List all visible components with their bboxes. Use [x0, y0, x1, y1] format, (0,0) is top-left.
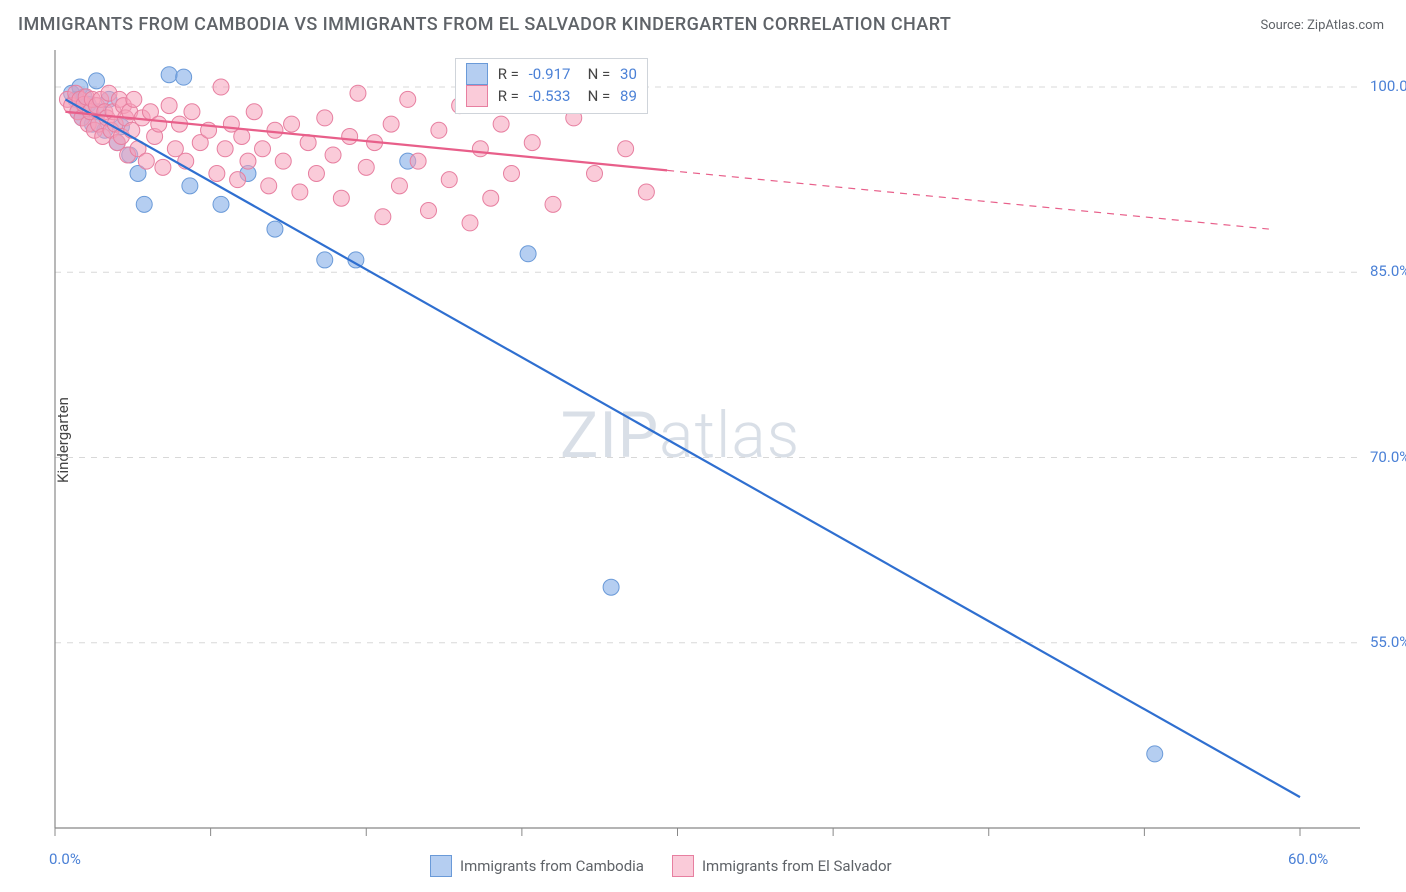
series-legend-item: Immigrants from Cambodia: [430, 855, 644, 877]
y-tick-label: 70.0%: [1370, 448, 1406, 466]
stats-legend-row: R = -0.533 N = 89: [466, 85, 637, 107]
legend-R-label: R =: [494, 65, 523, 83]
legend-N-label: N =: [576, 87, 614, 105]
legend-N-label: N =: [576, 65, 614, 83]
x-tick-label: 0.0%: [49, 850, 81, 868]
legend-R-value: -0.917: [529, 65, 571, 83]
series-legend-item: Immigrants from El Salvador: [672, 855, 892, 877]
y-tick-label: 85.0%: [1370, 262, 1406, 280]
legend-N-value: 30: [620, 65, 637, 83]
legend-R-value: -0.533: [529, 87, 571, 105]
legend-swatch: [672, 855, 694, 877]
y-tick-label: 100.0%: [1370, 77, 1406, 95]
series-name: Immigrants from El Salvador: [702, 857, 892, 875]
stats-legend-row: R = -0.917 N = 30: [466, 63, 637, 85]
series-name: Immigrants from Cambodia: [460, 857, 644, 875]
legend-swatch: [466, 85, 488, 107]
series-legend: Immigrants from Cambodia Immigrants from …: [430, 855, 892, 877]
stats-legend: R = -0.917 N = 30 R = -0.533 N = 89: [455, 58, 648, 114]
legend-R-label: R =: [494, 87, 523, 105]
scatter-chart: [0, 0, 1406, 892]
legend-swatch: [466, 63, 488, 85]
x-tick-label: 60.0%: [1288, 850, 1328, 868]
y-tick-label: 55.0%: [1370, 633, 1406, 651]
legend-swatch: [430, 855, 452, 877]
legend-N-value: 89: [620, 87, 637, 105]
